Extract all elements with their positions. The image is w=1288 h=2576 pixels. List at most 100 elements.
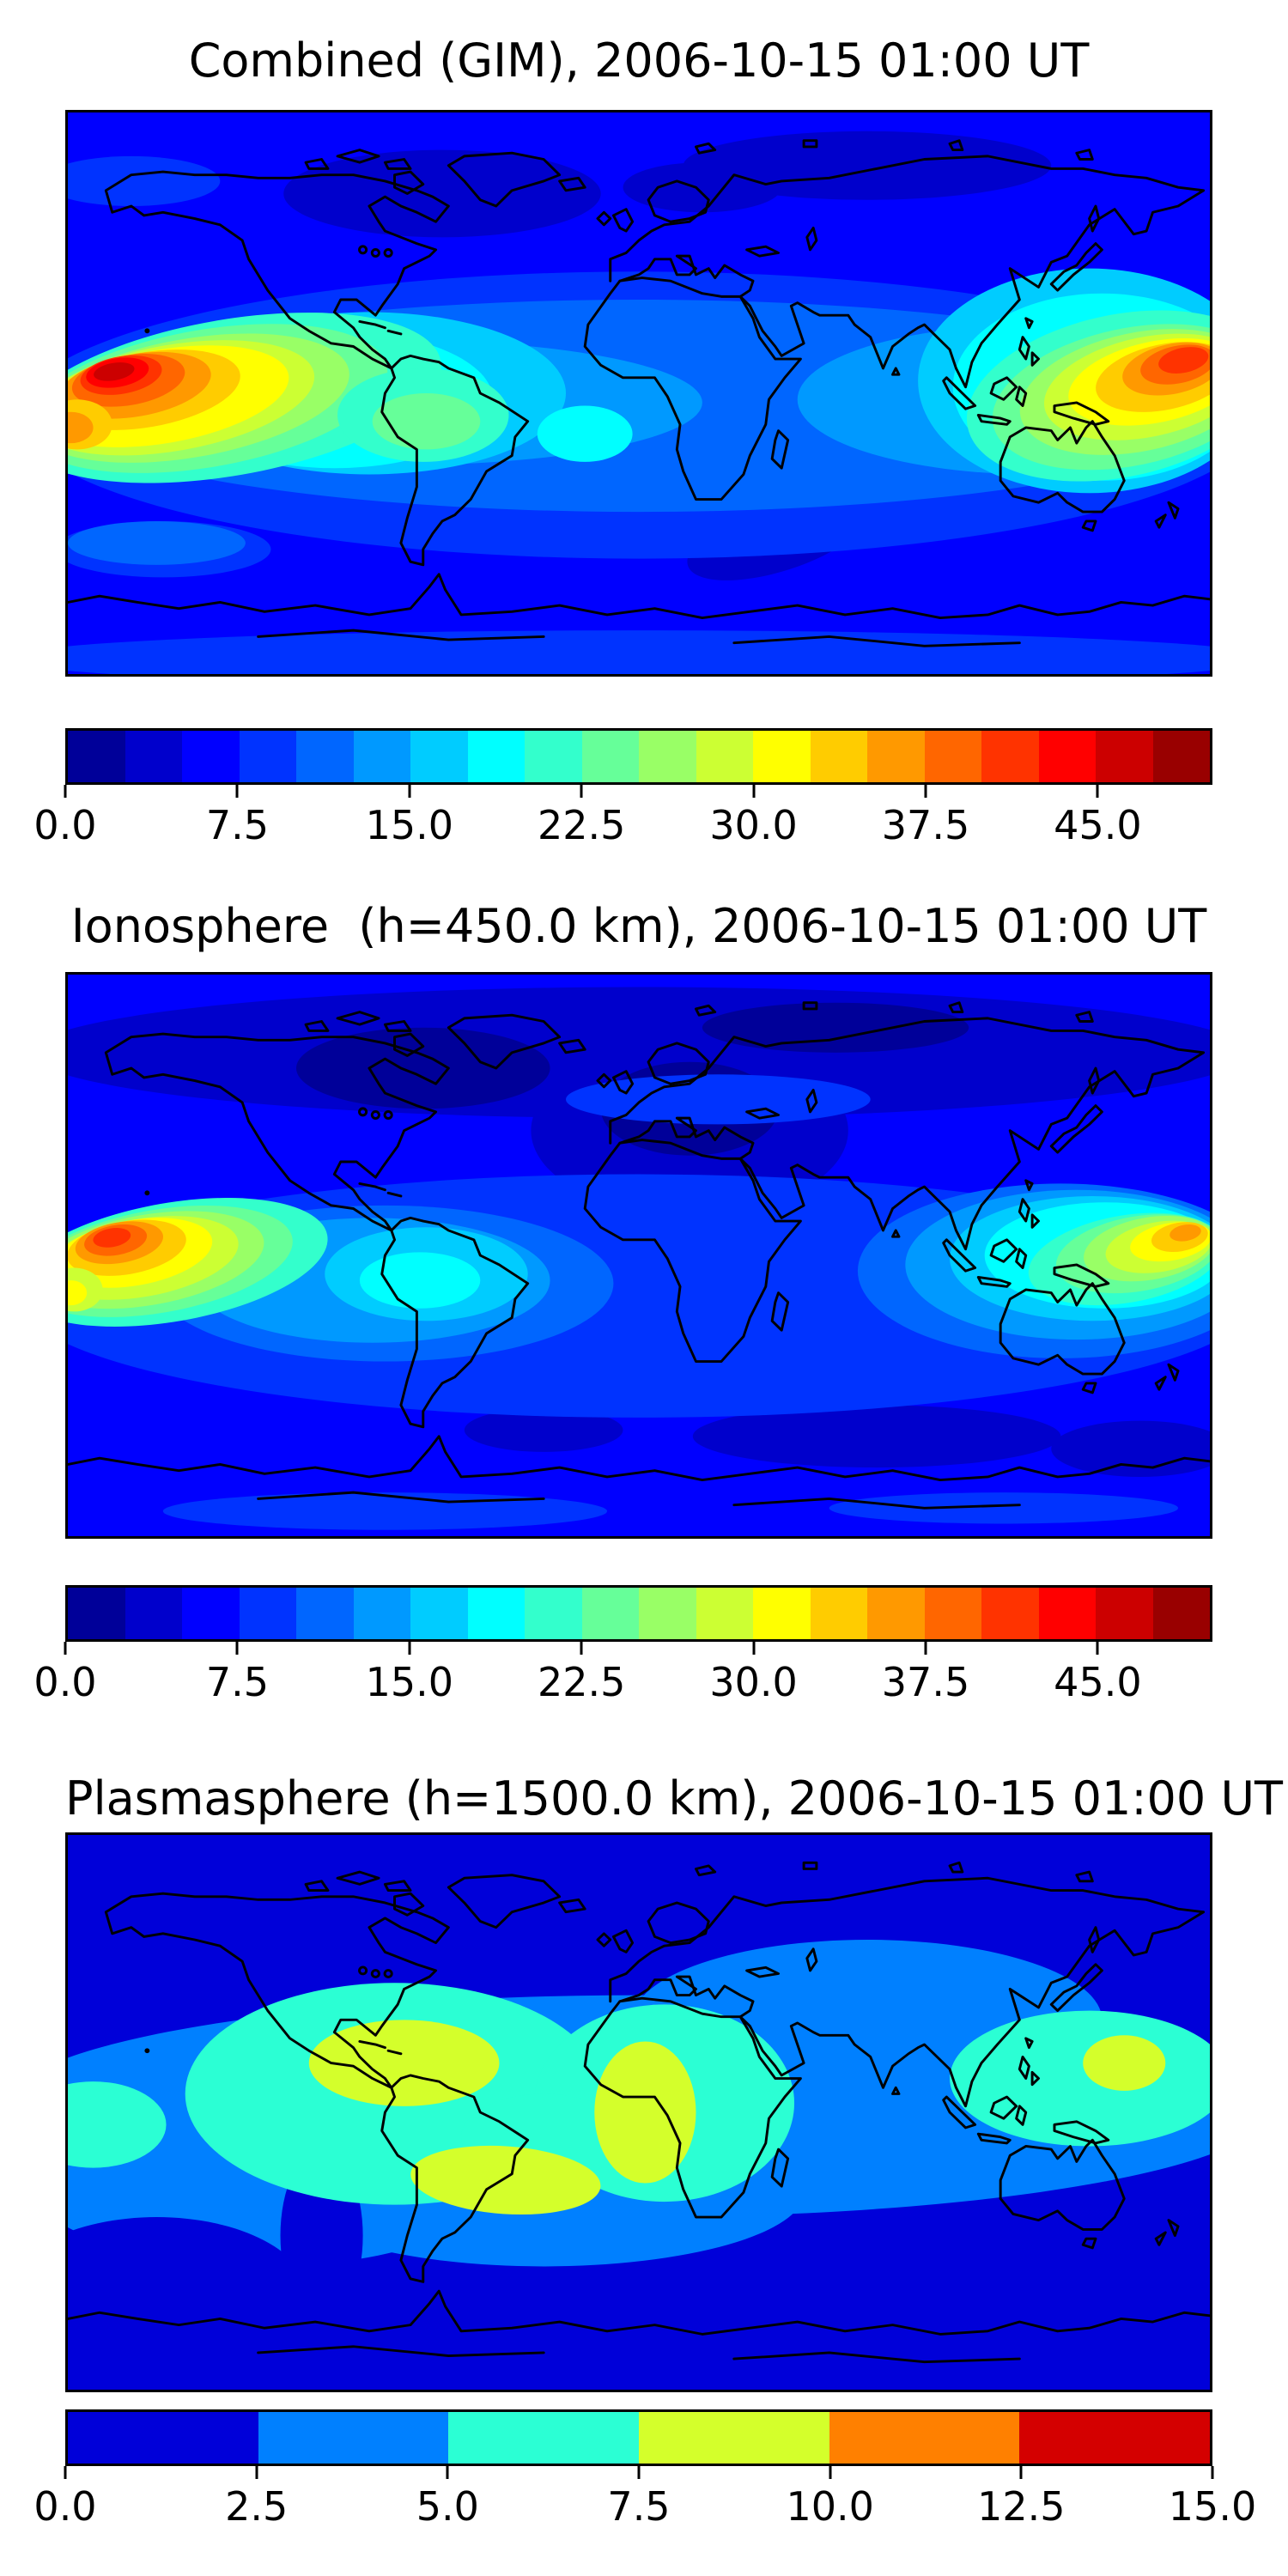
colorbar-segment [810,1588,867,1639]
tick-label: 37.5 [881,802,970,848]
tick-mark [255,2466,258,2479]
colorbar-segment [467,731,525,782]
colorbar-segment [867,1588,925,1639]
colorbar-segment [639,1588,696,1639]
colorbar-segment [581,731,639,782]
colorbar-segment [525,1588,582,1639]
map-plot-ionosphere [65,972,1212,1539]
colorbar-segment [410,1588,468,1639]
colorbar [65,728,1212,785]
tick-label: 7.5 [205,802,269,848]
tick-label: 45.0 [1054,1659,1142,1705]
colorbar-segment [1096,1588,1153,1639]
colorbar-segment [239,1588,296,1639]
tick-mark [235,1642,239,1655]
colorbar [65,2409,1212,2466]
tick-label: 30.0 [709,802,798,848]
colorbar-segment [1152,1588,1210,1639]
colorbar-segment [182,1588,240,1639]
colorbar-segment [68,1588,125,1639]
colorbar-segment [810,731,867,782]
contour-field [68,975,1210,1536]
colorbar-segment [1038,1588,1096,1639]
tick-label: 22.5 [537,802,626,848]
tick-mark [752,1642,756,1655]
colorbar-segment [924,1588,981,1639]
colorbar-segment [1096,731,1153,782]
tick-label: 45.0 [1054,802,1142,848]
colorbar-segment [258,2412,449,2464]
colorbar-segment [981,1588,1039,1639]
tick-mark [1211,2466,1214,2479]
tick-mark [1096,785,1099,798]
colorbar-segment [753,1588,811,1639]
tick-label: 0.0 [33,802,97,848]
colorbar-segment [353,731,410,782]
colorbar-segment [1152,731,1210,782]
tick-label: 15.0 [1168,2483,1257,2530]
colorbar-segment [525,731,582,782]
tick-mark [829,2466,832,2479]
tick-mark [1019,2466,1023,2479]
colorbar-segment [639,2412,829,2464]
colorbar-segment [581,1588,639,1639]
colorbar-segment [125,1588,182,1639]
panel-title: Combined (GIM), 2006-10-15 01:00 UT [188,33,1090,88]
colorbar-segment [68,2412,258,2464]
colorbar-ticks: 0.0 7.5 15.0 22.5 30.0 37.5 45.0 [33,1642,1212,1721]
map-plot-combined [65,110,1212,677]
colorbar-segment [68,731,125,782]
contour-field [68,1835,1210,2390]
tick-label: 0.0 [33,1659,97,1705]
tick-mark [924,1642,927,1655]
tick-label: 22.5 [537,1659,626,1705]
colorbar-segment [296,731,354,782]
tick-label: 15.0 [365,802,454,848]
tick-mark [64,785,67,798]
tick-label: 5.0 [416,2483,479,2530]
colorbar-segment [639,731,696,782]
colorbar-ticks: 0.0 2.5 5.0 7.5 10.0 12.5 15.0 [33,2466,1256,2545]
colorbar-segment [753,731,811,782]
tick-label: 2.5 [225,2483,289,2530]
colorbar-segment [924,731,981,782]
colorbar-segment [182,731,240,782]
hotspot-east [1028,1212,1210,1306]
tick-label: 7.5 [607,2483,671,2530]
colorbar-segment [696,1588,753,1639]
colorbar-segment [467,1588,525,1639]
tick-label: 15.0 [365,1659,454,1705]
tick-label: 10.0 [786,2483,874,2530]
colorbar-segment [239,731,296,782]
tick-label: 37.5 [881,1659,970,1705]
tick-mark [580,785,583,798]
tick-mark [64,2466,67,2479]
tick-mark [1096,1642,1099,1655]
colorbar-segment [867,731,925,782]
panel-ionosphere: Ionosphere (h=450.0 km), 2006-10-15 01:0… [33,896,1212,1721]
world-map-svg [68,1835,1210,2390]
tick-mark [408,785,411,798]
contour-field [68,112,1210,674]
colorbar-segment [353,1588,410,1639]
tick-mark [408,1642,411,1655]
colorbar-segment [125,731,182,782]
colorbar-segment [296,1588,354,1639]
panel-plasmasphere: Plasmasphere (h=1500.0 km), 2006-10-15 0… [33,1769,1283,2545]
colorbar-segment [448,2412,640,2464]
panel-title: Plasmasphere (h=1500.0 km), 2006-10-15 0… [65,1771,1283,1826]
colorbar [65,1585,1212,1642]
tick-mark [235,785,239,798]
map-plot-plasmasphere [65,1832,1212,2392]
colorbar-segment [1019,2412,1211,2464]
colorbar-segment [696,731,753,782]
colorbar-segment [981,731,1039,782]
colorbar-segment [1038,731,1096,782]
hotspot-east [966,310,1210,482]
tick-label: 7.5 [205,1659,269,1705]
colorbar-segment [829,2412,1020,2464]
tick-mark [446,2466,449,2479]
tick-mark [580,1642,583,1655]
tick-label: 0.0 [33,2483,97,2530]
